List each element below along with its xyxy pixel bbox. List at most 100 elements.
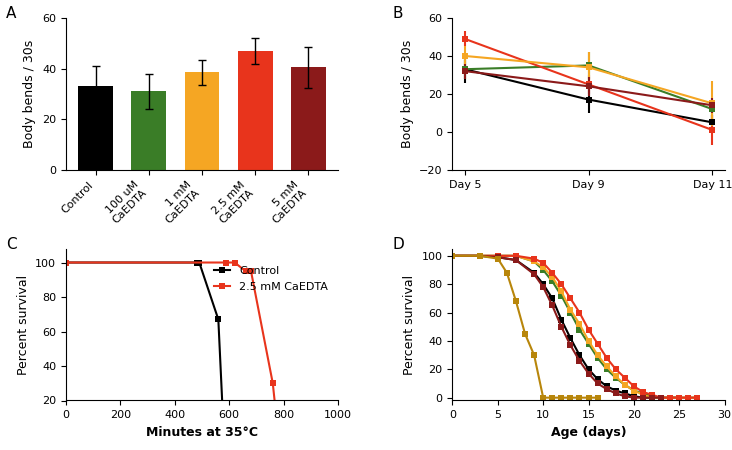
1 mM CaEDTA — [675, 395, 684, 400]
100 uM CaEDTA — [611, 375, 620, 381]
10 mM CaEDTA — [548, 395, 556, 400]
1 mM CaEDTA — [666, 395, 675, 400]
5 mM CaEDTA — [638, 395, 647, 400]
Control — [666, 395, 675, 400]
5 mM CaEDTA — [448, 253, 457, 258]
10 mM CaEDTA — [475, 253, 484, 258]
Control — [575, 352, 584, 358]
2.5 mM CaEDTA — [630, 383, 638, 389]
2.5 mM CaEDTA — [222, 260, 231, 265]
2.5 mM CaEDTA — [269, 381, 277, 386]
Line: 2.5 mM CaEDTA: 2.5 mM CaEDTA — [63, 260, 292, 438]
2.5 mM CaEDTA — [530, 256, 539, 261]
1 mM CaEDTA — [684, 395, 692, 400]
2.5 mM CaEDTA — [231, 260, 239, 265]
100 uM CaEDTA — [684, 395, 692, 400]
10 mM CaEDTA — [575, 395, 584, 400]
10 mM CaEDTA — [584, 395, 593, 400]
Control — [602, 383, 611, 389]
2.5 mM CaEDTA — [584, 327, 593, 332]
Control — [611, 388, 620, 393]
X-axis label: Minutes at 35°C: Minutes at 35°C — [146, 426, 258, 439]
2.5 mM CaEDTA — [638, 389, 647, 395]
Text: C: C — [6, 237, 17, 252]
5 mM CaEDTA — [512, 257, 520, 263]
2.5 mM CaEDTA — [493, 253, 502, 258]
2.5 mM CaEDTA — [684, 395, 692, 400]
1 mM CaEDTA — [621, 382, 630, 387]
10 mM CaEDTA — [502, 270, 511, 275]
100 uM CaEDTA — [557, 293, 566, 298]
2.5 mM CaEDTA — [657, 395, 665, 400]
100 uM CaEDTA — [530, 259, 539, 264]
10 mM CaEDTA — [512, 298, 520, 304]
Legend: Control, 2.5 mM CaEDTA: Control, 2.5 mM CaEDTA — [209, 262, 332, 296]
2.5 mM CaEDTA — [675, 395, 684, 400]
10 mM CaEDTA — [448, 253, 457, 258]
2.5 mM CaEDTA — [557, 282, 566, 287]
1 mM CaEDTA — [448, 253, 457, 258]
Text: D: D — [392, 237, 404, 252]
2.5 mM CaEDTA — [593, 341, 602, 346]
1 mM CaEDTA — [557, 288, 566, 294]
Control — [621, 391, 630, 396]
1 mM CaEDTA — [530, 259, 539, 264]
Text: B: B — [392, 6, 403, 21]
Legend: Control, 100 uM CaEDTA, 1 mM CaEDTA, 2.5 mM CaEDTA, 5 mM CaEDTA, 10 mM CaEDTA: Control, 100 uM CaEDTA, 1 mM CaEDTA, 2.5… — [730, 249, 732, 346]
5 mM CaEDTA — [621, 394, 630, 399]
100 uM CaEDTA — [675, 395, 684, 400]
2.5 mM CaEDTA — [575, 310, 584, 315]
Line: 100 uM CaEDTA: 100 uM CaEDTA — [449, 253, 701, 400]
1 mM CaEDTA — [593, 352, 602, 358]
100 uM CaEDTA — [593, 355, 602, 360]
100 uM CaEDTA — [584, 341, 593, 346]
1 mM CaEDTA — [602, 364, 611, 369]
Control — [638, 395, 647, 400]
2.5 mM CaEDTA — [247, 269, 255, 274]
100 uM CaEDTA — [693, 395, 702, 400]
1 mM CaEDTA — [638, 392, 647, 397]
2.5 mM CaEDTA — [666, 395, 675, 400]
5 mM CaEDTA — [657, 395, 665, 400]
Control — [648, 395, 657, 400]
2.5 mM CaEDTA — [285, 432, 294, 438]
10 mM CaEDTA — [493, 256, 502, 261]
1 mM CaEDTA — [539, 265, 548, 270]
Control — [548, 296, 556, 301]
5 mM CaEDTA — [548, 303, 556, 308]
2.5 mM CaEDTA — [61, 260, 70, 265]
Control — [530, 270, 539, 275]
Bar — [78, 86, 113, 170]
5 mM CaEDTA — [648, 395, 657, 400]
Control — [220, 432, 228, 438]
5 mM CaEDTA — [575, 358, 584, 364]
2.5 mM CaEDTA — [512, 253, 520, 258]
Control — [448, 253, 457, 258]
1 mM CaEDTA — [584, 338, 593, 344]
Control — [61, 260, 70, 265]
100 uM CaEDTA — [621, 382, 630, 387]
100 uM CaEDTA — [630, 388, 638, 393]
100 uM CaEDTA — [475, 253, 484, 258]
100 uM CaEDTA — [448, 253, 457, 258]
Y-axis label: Body bends / 30s: Body bends / 30s — [400, 40, 414, 148]
Control — [539, 282, 548, 287]
5 mM CaEDTA — [611, 391, 620, 396]
2.5 mM CaEDTA — [602, 355, 611, 360]
2.5 mM CaEDTA — [475, 253, 484, 258]
Control — [657, 395, 665, 400]
Control — [557, 317, 566, 322]
100 uM CaEDTA — [657, 395, 665, 400]
2.5 mM CaEDTA — [241, 269, 250, 274]
100 uM CaEDTA — [602, 367, 611, 372]
Bar — [238, 51, 272, 170]
5 mM CaEDTA — [584, 371, 593, 376]
1 mM CaEDTA — [693, 395, 702, 400]
2.5 mM CaEDTA — [566, 296, 575, 301]
Line: 2.5 mM CaEDTA: 2.5 mM CaEDTA — [449, 253, 701, 400]
10 mM CaEDTA — [539, 395, 548, 400]
100 uM CaEDTA — [648, 394, 657, 399]
Line: Control: Control — [449, 253, 682, 400]
Y-axis label: Body bends / 30s: Body bends / 30s — [23, 40, 37, 148]
100 uM CaEDTA — [566, 310, 575, 315]
